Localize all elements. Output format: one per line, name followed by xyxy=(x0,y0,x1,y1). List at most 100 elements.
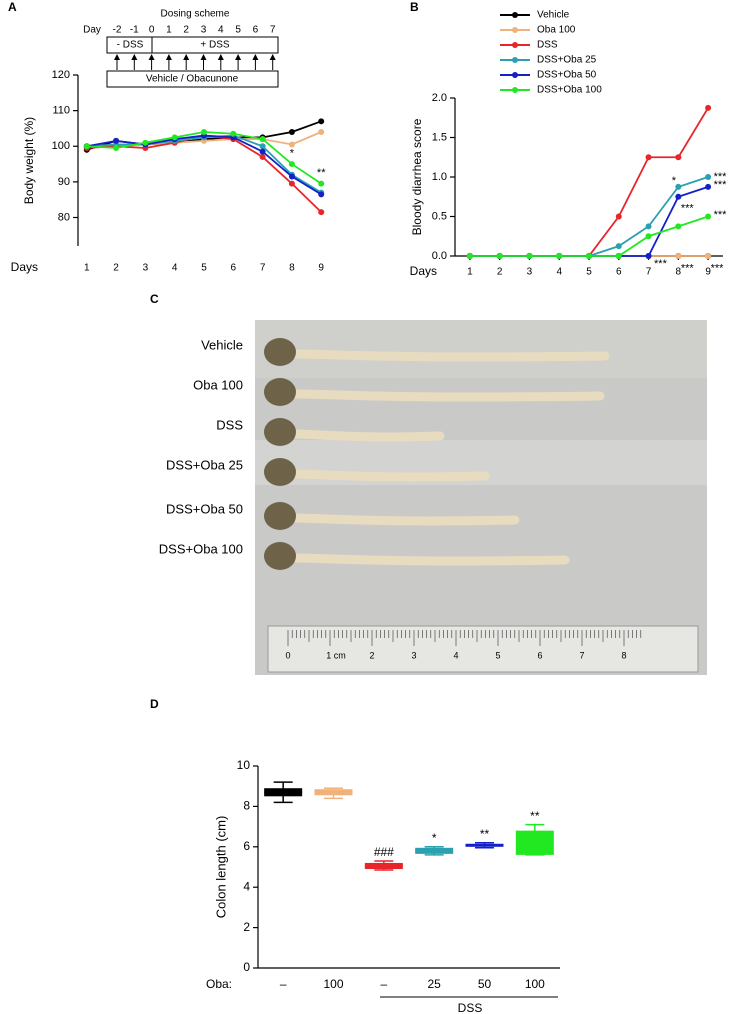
data-point xyxy=(288,129,295,135)
data-point xyxy=(556,253,563,259)
y-tick-label: 1.5 xyxy=(432,131,447,143)
x-tick-label: 4 xyxy=(172,263,178,274)
x-tick-label: 7 xyxy=(260,263,266,274)
y-tick-label: 2 xyxy=(243,920,250,934)
series-line xyxy=(469,215,709,257)
data-point xyxy=(705,213,712,220)
data-point xyxy=(259,153,266,160)
significance-mark: *** xyxy=(711,263,725,275)
data-point xyxy=(113,145,120,152)
data-point xyxy=(675,253,682,259)
data-point xyxy=(259,136,266,143)
data-point xyxy=(586,253,592,259)
colon xyxy=(265,513,520,526)
photo-background xyxy=(255,320,707,675)
legend-marker xyxy=(512,27,518,33)
data-point xyxy=(705,183,712,190)
cecum xyxy=(264,418,296,446)
data-point xyxy=(230,130,237,137)
data-point xyxy=(288,180,295,187)
panel-label: D xyxy=(150,697,159,711)
y-tick-label: 0 xyxy=(243,960,250,974)
scheme-day: 7 xyxy=(270,25,276,36)
colon xyxy=(265,469,490,482)
cecum xyxy=(264,458,296,486)
x-tick-label: 1 xyxy=(84,263,90,274)
significance-mark: *** xyxy=(681,263,695,275)
panel-label: B xyxy=(410,0,419,14)
data-point xyxy=(675,154,682,161)
cecum xyxy=(264,542,296,570)
scheme-arrowhead xyxy=(183,54,190,60)
y-tick-label: 90 xyxy=(58,176,70,188)
row-label: DSS+Oba 25 xyxy=(166,457,243,472)
data-point xyxy=(645,233,652,240)
significance-mark: ** xyxy=(480,827,490,841)
scheme-title: Dosing scheme xyxy=(161,9,230,20)
y-tick-label: 100 xyxy=(52,140,70,152)
legend-label: Vehicle xyxy=(537,10,570,21)
ruler-label: 6 xyxy=(537,650,542,660)
bracket-label: DSS xyxy=(458,1001,483,1014)
ruler-label: 4 xyxy=(453,650,458,660)
x-tick-label: – xyxy=(380,977,387,991)
legend-marker xyxy=(512,57,518,63)
series-line xyxy=(469,176,709,257)
legend-marker xyxy=(512,72,518,78)
cecum xyxy=(264,338,296,366)
significance-mark: * xyxy=(672,175,677,187)
legend-label: DSS+Oba 100 xyxy=(537,85,602,96)
row-label: DSS+Oba 50 xyxy=(166,501,243,516)
significance-mark: *** xyxy=(714,209,728,221)
y-tick-label: 1.0 xyxy=(432,171,447,183)
data-point xyxy=(705,104,712,111)
data-point xyxy=(113,137,120,144)
y-tick-label: 2.0 xyxy=(432,92,447,104)
y-tick-label: 110 xyxy=(52,105,70,117)
colon xyxy=(265,389,605,402)
data-point xyxy=(615,213,622,220)
y-tick-label: 6 xyxy=(243,839,250,853)
group-label: Oba: xyxy=(206,977,232,991)
significance-mark: ** xyxy=(530,809,540,823)
scheme-day: 3 xyxy=(201,25,207,36)
legend-marker xyxy=(512,87,518,93)
ruler-label: 1 cm xyxy=(326,650,346,660)
ruler-label: 8 xyxy=(621,650,626,660)
y-tick-label: 8 xyxy=(243,799,250,813)
x-tick-label: 8 xyxy=(676,267,682,278)
y-tick-label: 4 xyxy=(243,879,250,893)
data-point xyxy=(259,148,266,155)
y-tick-label: 80 xyxy=(58,211,70,223)
row-label: DSS xyxy=(216,417,243,432)
data-point xyxy=(318,118,325,125)
scheme-day: 6 xyxy=(253,25,259,36)
significance-mark: *** xyxy=(714,171,728,183)
y-axis-label: Colon length (cm) xyxy=(213,816,228,919)
scheme-day: 4 xyxy=(218,25,224,36)
data-point xyxy=(705,253,712,259)
data-point xyxy=(675,223,682,230)
y-axis-label: Body weight (%) xyxy=(22,117,36,204)
scheme-arrowhead xyxy=(165,54,172,60)
ruler-label: 5 xyxy=(495,650,500,660)
scheme-day: 2 xyxy=(183,25,189,36)
scheme-day-label: Day xyxy=(83,25,101,36)
data-point xyxy=(201,129,207,135)
scheme-arrowhead xyxy=(200,54,207,60)
ruler-label: 0 xyxy=(285,650,290,660)
data-point xyxy=(496,253,503,259)
significance-mark: * xyxy=(432,831,437,845)
scheme-arrowhead xyxy=(269,54,276,60)
x-tick-label: 9 xyxy=(705,267,711,278)
x-axis-label: Days xyxy=(11,260,38,274)
x-tick-label: 5 xyxy=(201,263,207,274)
box xyxy=(515,830,554,855)
ruler-label: 3 xyxy=(411,650,416,660)
y-tick-label: 120 xyxy=(52,69,70,81)
data-point xyxy=(526,253,533,259)
scheme-arrowhead xyxy=(217,54,224,60)
data-point xyxy=(318,129,325,135)
